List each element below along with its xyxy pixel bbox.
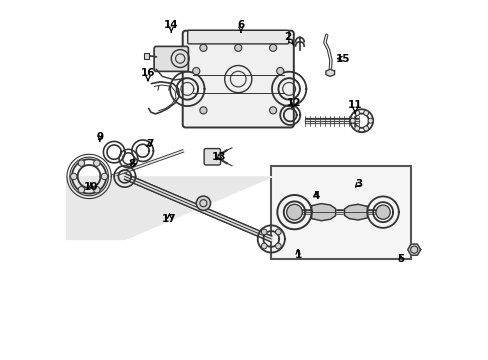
FancyBboxPatch shape	[187, 30, 288, 44]
Circle shape	[275, 243, 281, 249]
Text: 14: 14	[163, 19, 178, 32]
Circle shape	[354, 111, 359, 116]
Circle shape	[78, 160, 84, 166]
Text: 7: 7	[146, 139, 153, 149]
Text: 17: 17	[162, 214, 177, 224]
Text: 2: 2	[283, 32, 293, 45]
Text: 6: 6	[237, 19, 244, 32]
Polygon shape	[325, 69, 334, 76]
FancyBboxPatch shape	[154, 46, 188, 71]
Circle shape	[269, 107, 276, 114]
Polygon shape	[344, 204, 366, 220]
Text: 15: 15	[335, 54, 349, 64]
Circle shape	[234, 44, 242, 51]
Circle shape	[261, 243, 266, 249]
FancyBboxPatch shape	[183, 31, 293, 127]
Circle shape	[78, 186, 84, 193]
Circle shape	[349, 118, 354, 123]
Circle shape	[192, 67, 200, 75]
Circle shape	[367, 118, 372, 123]
Circle shape	[354, 126, 359, 131]
Circle shape	[200, 44, 206, 51]
Circle shape	[93, 160, 100, 166]
Polygon shape	[407, 244, 420, 255]
Circle shape	[363, 126, 368, 131]
Circle shape	[70, 173, 77, 180]
Text: 4: 4	[312, 191, 319, 201]
Bar	[144, 53, 149, 59]
Text: 11: 11	[347, 100, 362, 113]
Text: 5: 5	[397, 253, 404, 264]
Polygon shape	[311, 203, 335, 221]
Circle shape	[93, 186, 100, 193]
Circle shape	[101, 173, 107, 180]
Circle shape	[363, 111, 368, 116]
Text: 10: 10	[83, 182, 98, 192]
Text: 8: 8	[128, 159, 137, 169]
Circle shape	[196, 196, 210, 210]
Text: 9: 9	[96, 132, 103, 142]
Circle shape	[286, 204, 302, 220]
Text: 1: 1	[294, 250, 301, 260]
Circle shape	[276, 67, 283, 75]
Text: 12: 12	[286, 98, 301, 108]
Text: 16: 16	[141, 68, 155, 81]
Circle shape	[375, 205, 389, 219]
Text: 3: 3	[354, 179, 362, 189]
Bar	[271, 166, 410, 258]
Circle shape	[261, 229, 266, 235]
Circle shape	[275, 229, 281, 235]
Circle shape	[269, 44, 276, 51]
Circle shape	[200, 107, 206, 114]
Text: 13: 13	[212, 152, 226, 162]
FancyBboxPatch shape	[203, 149, 220, 165]
